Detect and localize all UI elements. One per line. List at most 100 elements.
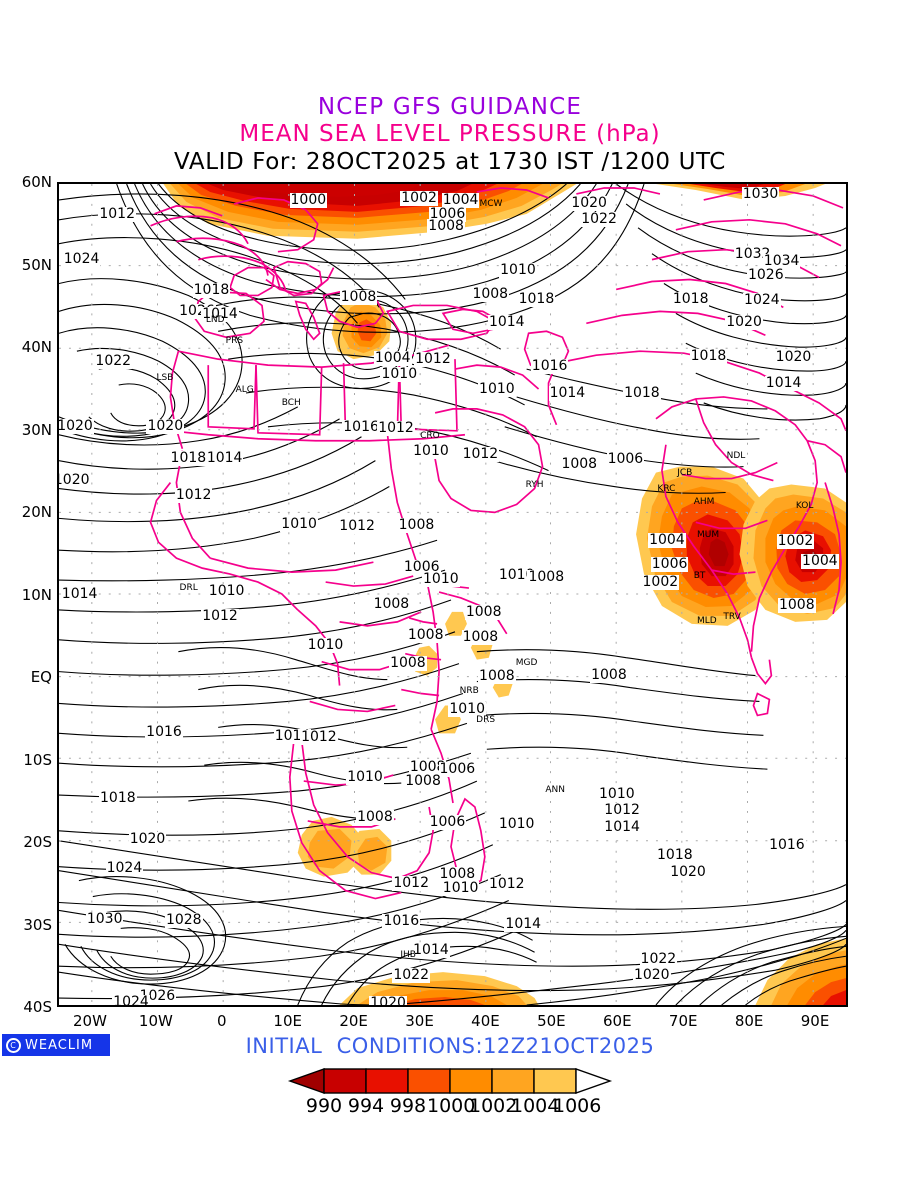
contour-label: 1020 <box>669 863 707 880</box>
title-line-product: NCEP GFS GUIDANCE <box>317 94 583 120</box>
contour-label: 1022 <box>580 211 618 228</box>
contour-label: 1014 <box>412 942 450 959</box>
weaclim-logo-badge[interactable]: C WEACLIM <box>2 1034 110 1056</box>
contour-label: 1014 <box>548 384 587 401</box>
city-marker-CRO: CRO <box>420 430 440 441</box>
contour-label: 1020 <box>57 418 94 435</box>
contour-label: 1022 <box>639 950 678 967</box>
lon-tick-10W: 10W <box>138 1012 173 1030</box>
colorbar-tick: 1000 <box>427 1095 476 1117</box>
colorbar-legend: 990 994 998 1000 1002 1004 1006 <box>0 1068 900 1118</box>
contour-label: 1008 <box>464 604 503 620</box>
contour-label: 1028 <box>164 911 203 928</box>
contour-label: 1008 <box>372 595 411 612</box>
lat-tick-40N: 40N <box>21 338 52 356</box>
contour-label: 1026 <box>746 267 785 284</box>
contour-label: 1012 <box>377 420 415 437</box>
contour-label: 1006 <box>650 556 689 573</box>
contour-label: 1018 <box>623 385 661 402</box>
city-marker-MGD: MGD <box>515 657 538 668</box>
contour-label: 1020 <box>59 473 91 488</box>
contour-label: 1014 <box>205 449 244 466</box>
contour-label: 1008 <box>389 655 427 672</box>
contour-label: 1012 <box>392 874 430 891</box>
contour-label: 1012 <box>201 608 239 625</box>
initial-conditions-label: INITIAL CONDITIONS:12Z21OCT2025 <box>245 1034 655 1058</box>
contour-label: 1008 <box>777 597 816 614</box>
contour-label: 1022 <box>94 353 133 370</box>
map-plot-area[interactable]: 1012 1000 1002 1004 1006 1008 1020 1022 1030 1032… <box>57 182 848 1007</box>
contour-label: 1008 <box>560 455 599 472</box>
contour-label: 1024 <box>743 292 781 309</box>
contour-label: 1030 <box>85 910 124 927</box>
city-marker-BCH: BCH <box>281 397 301 408</box>
contour-label: 1006 <box>606 451 645 468</box>
city-marker-KRC: KRC <box>657 484 676 495</box>
contour-label: 1016 <box>768 837 806 854</box>
lat-tick-30S: 30S <box>23 915 52 934</box>
lon-tick-70E: 70E <box>668 1012 698 1030</box>
contour-label: 1020 <box>369 996 407 1005</box>
contour-label: 1016 <box>342 419 380 436</box>
contour-label: 1008 <box>590 666 628 683</box>
colorbar-tick: 994 <box>347 1095 385 1117</box>
colorbar-tick-labels: 990 994 998 1000 1002 1004 1006 <box>250 1096 650 1118</box>
weaclim-label: WEACLIM <box>25 1037 94 1053</box>
contour-label: 1012 <box>338 518 376 535</box>
contour-label: 1014 <box>764 375 803 392</box>
contour-label: 1024 <box>105 859 144 876</box>
contour-label: 1018 <box>656 847 694 864</box>
contour-label: 1012 <box>603 802 641 818</box>
city-marker-JHB: JHB <box>400 950 416 961</box>
colorbar-extend-low <box>287 1068 325 1094</box>
city-marker-MUM: MUM <box>696 529 720 540</box>
colorbar-tick: 1004 <box>511 1095 560 1117</box>
lat-tick-40S: 40S <box>23 998 52 1016</box>
contour-label: 1020 <box>774 349 813 366</box>
contour-label: 1016 <box>145 723 183 740</box>
contour-label: 1008 <box>527 569 566 586</box>
contour-label: 1020 <box>146 418 185 435</box>
lon-tick-0: 0 <box>217 1012 227 1030</box>
contour-label: 1010 <box>499 261 537 278</box>
contour-label: 1018 <box>671 290 710 307</box>
contour-label: 1000 <box>289 192 328 209</box>
contour-label: 1018 <box>517 291 556 308</box>
title-line-variable: MEAN SEA LEVEL PRESSURE (hPa) <box>239 121 661 147</box>
contour-label: 1008 <box>356 808 394 825</box>
lat-tick-20N: 20N <box>21 503 52 521</box>
lon-tick-40E: 40E <box>471 1012 500 1030</box>
contour-label: 1014 <box>201 306 239 323</box>
contour-label: 1014 <box>603 818 641 835</box>
contour-label: 1010 <box>306 637 345 653</box>
city-marker-BT: BT <box>693 570 706 581</box>
contour-label: 1008 <box>404 773 442 790</box>
colorbar-extend-high <box>575 1068 613 1094</box>
contour-label: 1006 <box>438 760 477 777</box>
contour-label: 1016 <box>382 913 421 930</box>
city-marker-TRV: TRV <box>723 612 741 623</box>
colorbar-tick: 1002 <box>469 1095 518 1117</box>
colorbar-tick: 998 <box>389 1095 427 1117</box>
title-line-valid-time: VALID For: 28OCT2025 at 1730 IST /1200 U… <box>174 149 726 175</box>
contour-label: 1008 <box>461 628 500 645</box>
lon-tick-20E: 20E <box>339 1012 368 1030</box>
contour-label: 1004 <box>801 552 839 569</box>
lat-tick-10N: 10N <box>21 585 52 604</box>
contour-label: 1024 <box>62 250 101 267</box>
lon-tick-50E: 50E <box>537 1012 566 1030</box>
contour-label: 1010 <box>380 366 419 383</box>
contour-label: 1020 <box>128 830 167 847</box>
colorbar-segment <box>365 1068 409 1094</box>
city-marker-AHM: AHM <box>693 496 715 507</box>
contour-label: 1006 <box>402 558 441 575</box>
contour-label: 1016 <box>530 358 569 375</box>
contour-label: 1010 <box>412 443 450 460</box>
contour-label: 1010 <box>497 566 536 583</box>
contour-label: 1010 <box>280 515 318 532</box>
contour-label: 1014 <box>487 313 526 330</box>
city-marker-ALG: ALG <box>235 385 254 396</box>
contour-label: 1020 <box>632 967 671 983</box>
city-marker-DRL: DRL <box>179 583 198 594</box>
